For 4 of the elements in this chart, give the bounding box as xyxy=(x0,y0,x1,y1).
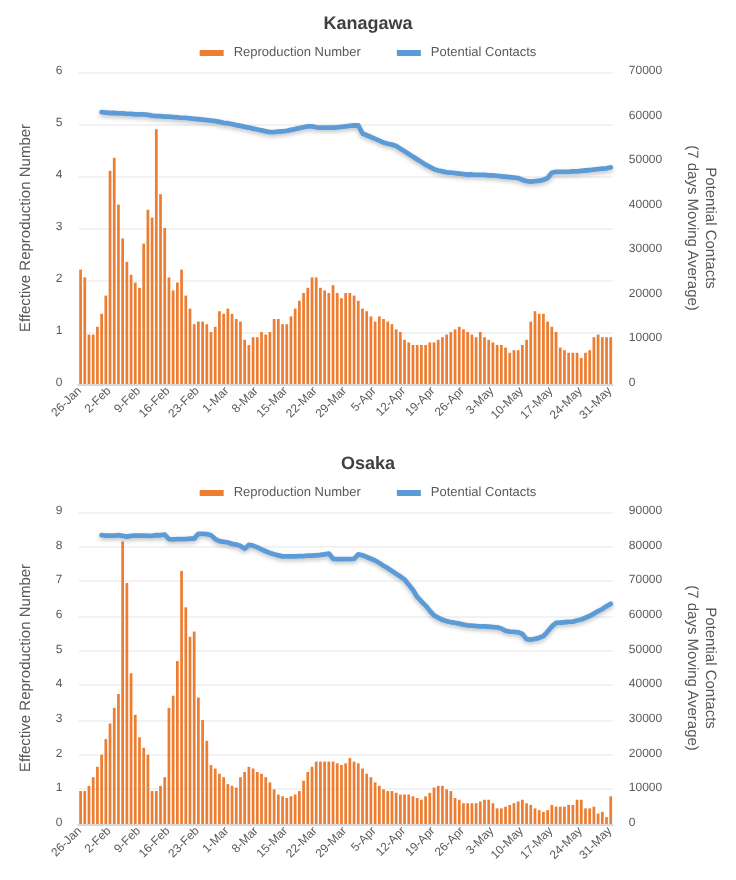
chart-title: Kanagawa xyxy=(323,13,415,33)
line-series xyxy=(99,531,614,642)
line-series xyxy=(99,109,614,185)
chart-title: Osaka xyxy=(340,453,397,473)
